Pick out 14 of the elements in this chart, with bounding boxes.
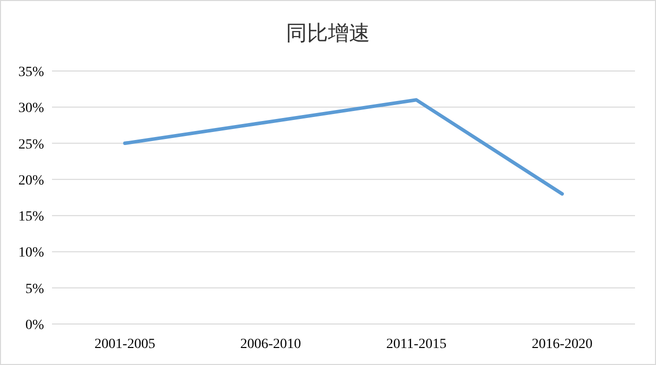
- x-tick-label: 2001-2005: [94, 337, 156, 352]
- y-tick-label: 5%: [25, 282, 44, 297]
- y-tick-label: 35%: [18, 65, 44, 80]
- y-tick-label: 0%: [25, 318, 44, 333]
- line-series: [123, 98, 564, 196]
- x-tick-label: 2006-2010: [240, 337, 301, 352]
- x-tick-label: 2011-2015: [386, 337, 446, 352]
- y-tick-label: 10%: [18, 246, 44, 261]
- x-tick-label: 2016-2020: [532, 337, 592, 352]
- y-tick-label: 20%: [18, 173, 44, 188]
- y-tick-label: 30%: [18, 101, 44, 116]
- chart-title: 同比增速: [286, 22, 370, 45]
- y-tick-label: 25%: [18, 137, 44, 152]
- y-tick-label: 15%: [18, 210, 44, 225]
